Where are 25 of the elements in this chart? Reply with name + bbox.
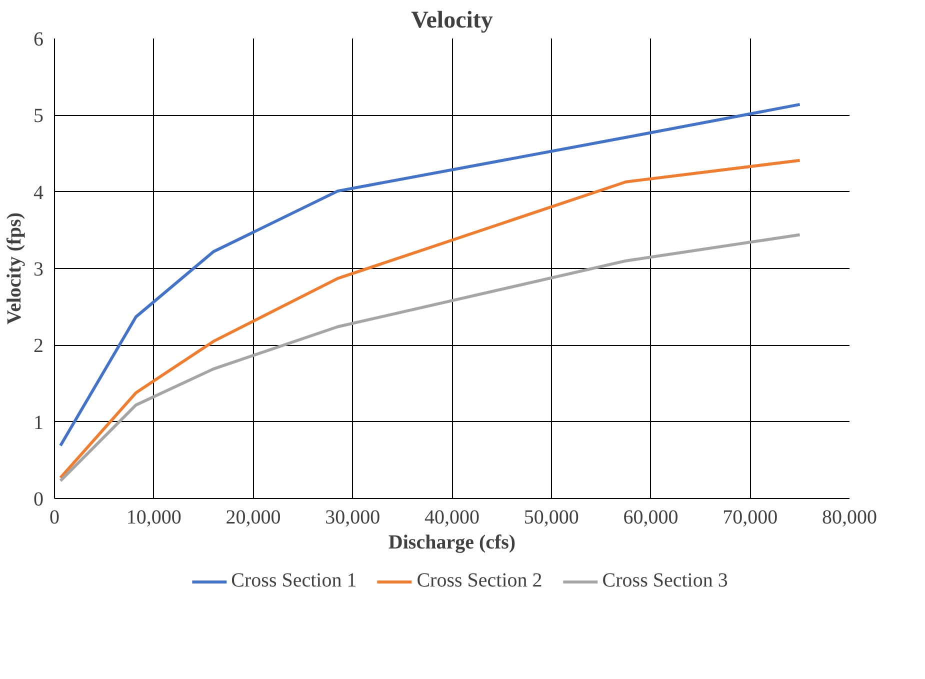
x-tick-label: 70,000 xyxy=(722,506,778,528)
x-tick-label: 30,000 xyxy=(325,506,380,528)
y-tick-label: 0 xyxy=(34,488,44,510)
y-tick-label: 2 xyxy=(34,335,44,358)
line-series xyxy=(58,158,802,480)
chart-title: Velocity xyxy=(411,8,493,34)
y-tick-label: 4 xyxy=(34,182,44,204)
x-tick-label: 80,000 xyxy=(822,506,877,528)
legend-label: Cross Section 2 xyxy=(416,570,542,592)
y-tick-label: 3 xyxy=(34,258,44,280)
y-tick-label: 5 xyxy=(34,105,44,128)
x-tick-label: 20,000 xyxy=(226,506,281,528)
x-tick-label: 60,000 xyxy=(623,506,678,528)
x-axis-title: Discharge (cfs) xyxy=(388,532,516,554)
x-tick-label: 50,000 xyxy=(524,506,579,528)
x-tick-label: 0 xyxy=(50,506,60,528)
y-tick-label: 6 xyxy=(34,28,44,50)
line-series xyxy=(58,102,802,448)
legend-label: Cross Section 3 xyxy=(602,570,728,592)
line-series xyxy=(58,233,802,482)
x-tick-label: 40,000 xyxy=(424,506,480,528)
legend-label: Cross Section 1 xyxy=(231,570,357,592)
x-tick-label: 10,000 xyxy=(126,506,182,528)
y-axis-title: Velocity (fps) xyxy=(4,212,26,325)
y-tick-label: 1 xyxy=(34,412,44,434)
